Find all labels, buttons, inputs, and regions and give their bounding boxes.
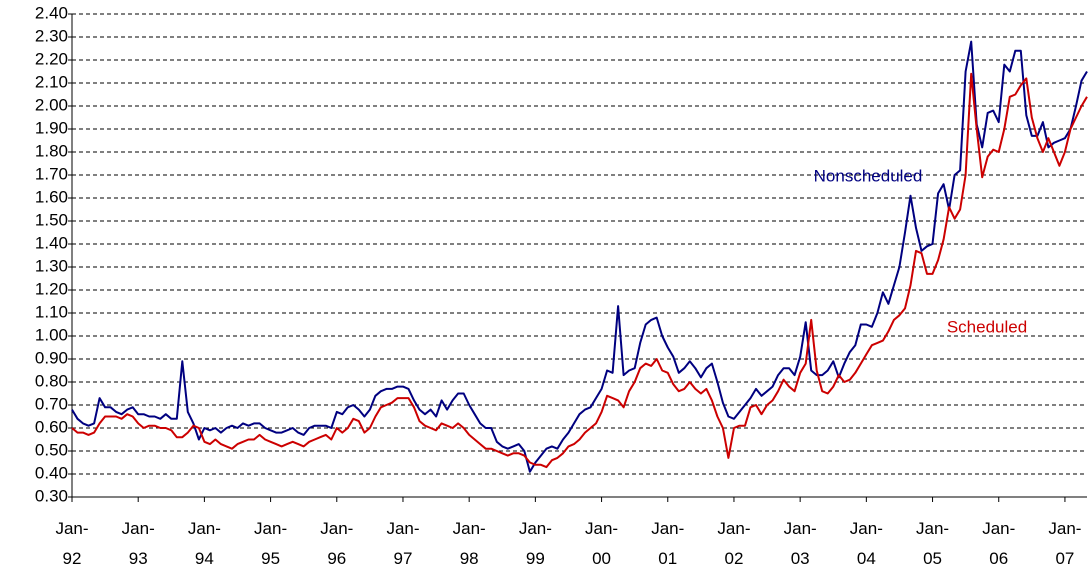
series-line: [71, 72, 1088, 469]
x-tick-label: Jan-02: [717, 519, 750, 568]
y-tick-label: 1.90: [35, 118, 68, 137]
x-tick-label: Jan-98: [453, 519, 486, 568]
x-tick-label: Jan-03: [784, 519, 817, 568]
x-tick-label: Jan-01: [651, 519, 684, 568]
x-tick-label: Jan-05: [916, 519, 949, 568]
x-tick-label: Jan-95: [254, 519, 287, 568]
series-label: Nonscheduled: [814, 166, 923, 185]
x-tick-label: Jan-00: [585, 519, 618, 568]
y-tick-label: 1.70: [35, 164, 68, 183]
y-tick-label: 1.60: [35, 187, 68, 206]
y-tick-label: 2.10: [35, 72, 68, 91]
y-tick-label: 1.30: [35, 256, 68, 275]
x-tick-label: Jan-07: [1048, 519, 1081, 568]
y-tick-label: 1.10: [35, 302, 68, 321]
y-tick-label: 2.00: [35, 95, 68, 114]
x-tick-label: Jan-96: [320, 519, 353, 568]
y-tick-label: 2.40: [35, 3, 68, 22]
y-tick-label: 2.30: [35, 26, 68, 45]
y-tick-label: 1.40: [35, 233, 68, 252]
y-tick-label: 1.00: [35, 325, 68, 344]
y-tick-label: 0.50: [35, 440, 68, 459]
y-tick-label: 0.70: [35, 394, 68, 413]
y-tick-label: 0.40: [35, 463, 68, 482]
y-tick-label: 0.80: [35, 371, 68, 390]
x-tick-label: Jan-06: [982, 519, 1015, 568]
x-tick-label: Jan-93: [122, 519, 155, 568]
x-tick-label: Jan-97: [386, 519, 419, 568]
x-tick-label: Jan-92: [55, 519, 88, 568]
y-tick-label: 0.30: [35, 486, 68, 505]
x-tick-label: Jan-04: [850, 519, 883, 568]
y-tick-label: 0.60: [35, 417, 68, 436]
y-tick-label: 1.80: [35, 141, 68, 160]
y-tick-label: 1.50: [35, 210, 68, 229]
series-line: [71, 40, 1088, 473]
y-tick-label: 0.90: [35, 348, 68, 367]
y-tick-label: 1.20: [35, 279, 68, 298]
x-tick-label: Jan-94: [188, 519, 221, 568]
y-tick-label: 2.20: [35, 49, 68, 68]
series-label: Scheduled: [947, 317, 1027, 336]
x-tick-label: Jan-99: [519, 519, 552, 568]
